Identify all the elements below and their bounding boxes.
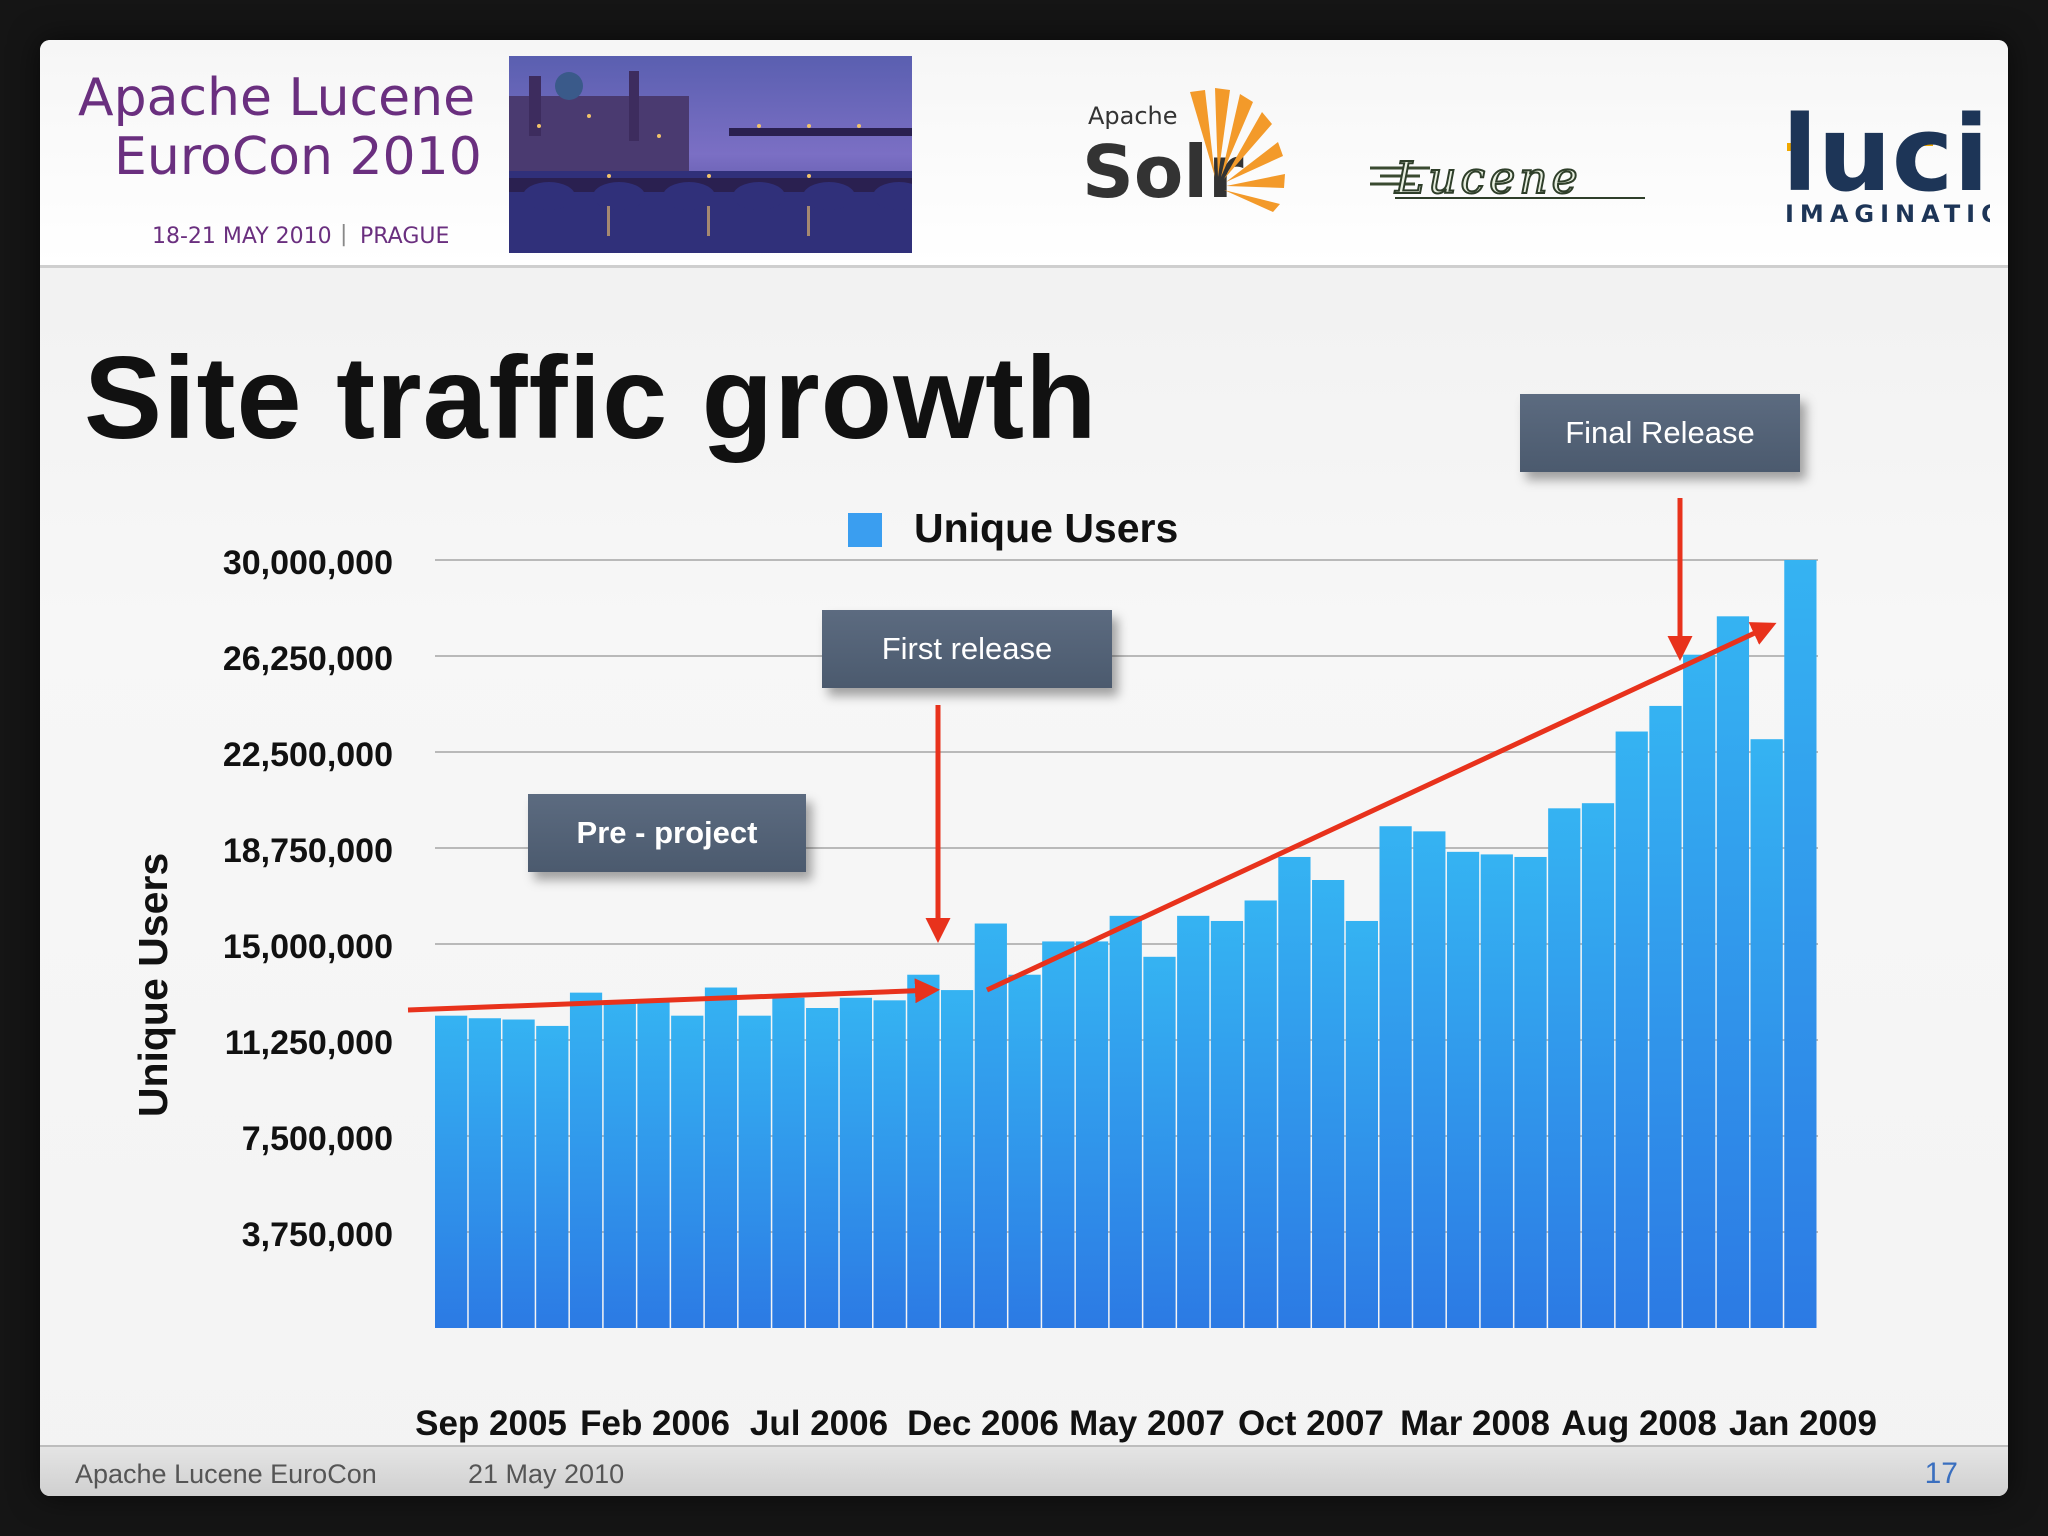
x-tick-label: Feb 2006: [580, 1404, 730, 1443]
callout-first-release: First release: [822, 610, 1112, 688]
bar: [603, 1000, 636, 1328]
callout-final-release: Final Release: [1520, 394, 1800, 472]
slide: Apache Lucene EuroCon 2010 18-21 MAY 201…: [40, 40, 2008, 1496]
lucene-logo-text: Lucene: [1394, 153, 1582, 204]
y-tick-label: 18,750,000: [223, 832, 393, 870]
bar: [536, 1025, 569, 1328]
bar: [806, 1008, 839, 1328]
bar: [502, 1019, 535, 1328]
bar: [1379, 826, 1412, 1328]
bar: [873, 1000, 906, 1328]
footer-date: 21 May 2010: [468, 1459, 625, 1489]
x-tick-label: Oct 2007: [1238, 1404, 1384, 1443]
bar: [1750, 739, 1783, 1328]
x-tick-label: Aug 2008: [1561, 1404, 1717, 1443]
bar: [1312, 880, 1345, 1328]
slide-header: Apache Lucene EuroCon 2010 18-21 MAY 201…: [40, 40, 2008, 268]
lucene-logo: Lucene: [1370, 152, 1645, 205]
bar: [1075, 941, 1109, 1328]
bar: [1514, 856, 1547, 1328]
y-tick-label: 15,000,000: [223, 928, 393, 966]
y-tick-label: 3,750,000: [242, 1216, 393, 1254]
x-tick-label: Sep 2005: [415, 1404, 567, 1443]
slide-footer: Apache Lucene EuroCon 21 May 2010 17: [40, 1445, 2008, 1496]
bar: [569, 992, 603, 1328]
bar: [1716, 616, 1750, 1328]
bar: [772, 997, 805, 1328]
y-tick-label: 26,250,000: [223, 640, 393, 678]
legend-swatch: [848, 513, 882, 547]
solr-logo: Apache Solr: [1082, 88, 1285, 212]
bar: [671, 1015, 704, 1328]
bar: [1683, 654, 1716, 1328]
bar: [1446, 851, 1480, 1328]
bar: [1615, 731, 1648, 1328]
x-tick-label: May 2007: [1069, 1404, 1225, 1443]
lucid-imagination-text: IMAGINATION: [1785, 200, 1990, 228]
slide-title: Site traffic growth: [84, 332, 1098, 463]
bar: [468, 1018, 501, 1328]
bar: [1548, 808, 1581, 1328]
y-tick-label: 7,500,000: [242, 1120, 393, 1158]
date-divider: |: [340, 222, 348, 247]
bar: [1177, 915, 1210, 1328]
bar: [1244, 900, 1277, 1328]
conference-title-line2: EuroCon 2010: [114, 127, 482, 187]
x-tick-label: Dec 2006: [907, 1404, 1059, 1443]
bar: [1143, 956, 1176, 1328]
pre-project-trend-arrow: [407, 978, 940, 1013]
bar: [1345, 920, 1378, 1328]
y-tick-label: 30,000,000: [223, 544, 393, 582]
bar: [1581, 803, 1615, 1328]
footer-conference: Apache Lucene EuroCon: [75, 1459, 377, 1489]
bar: [1649, 705, 1682, 1328]
page-number: 17: [1924, 1457, 1958, 1490]
conference-date: 18-21 MAY 2010: [152, 224, 332, 249]
bar: [435, 1015, 468, 1328]
solr-logo-apache: Apache: [1088, 102, 1178, 130]
bar: [1480, 854, 1513, 1328]
legend-label: Unique Users: [914, 505, 1178, 551]
prague-bridges-photo: [509, 56, 912, 253]
bar: [1413, 831, 1446, 1328]
bar: [1278, 856, 1311, 1328]
conference-city: PRAGUE: [360, 224, 450, 249]
bar: [839, 997, 873, 1328]
bar: [907, 974, 940, 1328]
bar: [1008, 974, 1041, 1328]
bar: [637, 1000, 670, 1328]
x-tick-label: Jul 2006: [750, 1404, 888, 1443]
y-tick-label: 11,250,000: [225, 1024, 393, 1062]
bar: [704, 987, 738, 1328]
x-tick-label: Jan 2009: [1729, 1404, 1877, 1443]
bar: [1784, 560, 1817, 1328]
traffic-bar-chart: 3,750,000 7,500,000 11,250,000 15,000,000 18…: [130, 498, 1877, 1443]
y-axis-label: Unique Users: [130, 853, 176, 1117]
conference-title-line1: Apache Lucene: [78, 68, 476, 128]
bar: [1109, 915, 1142, 1328]
bar: [738, 1015, 771, 1328]
callout-pre-project: Pre - project: [528, 794, 806, 872]
bar: [1042, 941, 1075, 1328]
x-tick-label: Mar 2008: [1400, 1404, 1550, 1443]
lucid-text: lucid: [1782, 93, 1990, 215]
bar: [1210, 920, 1244, 1328]
y-tick-label: 22,500,000: [223, 736, 393, 774]
growth-trend-arrow: [985, 622, 1777, 993]
bar: [940, 990, 974, 1328]
lucid-logo: IMAGINATION lucid: [1782, 93, 1990, 228]
